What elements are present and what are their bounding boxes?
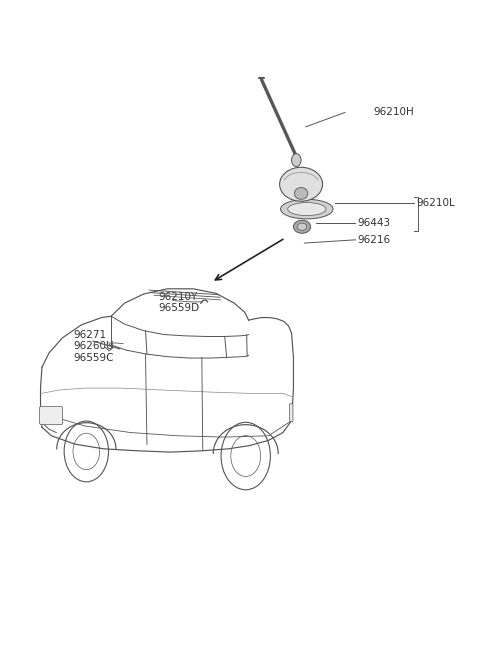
Text: 96559C: 96559C [73,353,113,363]
Ellipse shape [293,220,311,234]
Ellipse shape [294,188,308,199]
FancyBboxPatch shape [39,406,62,424]
FancyBboxPatch shape [289,404,293,421]
Text: 96260U: 96260U [73,341,113,352]
Text: 96271: 96271 [73,329,106,340]
Ellipse shape [297,223,307,230]
Ellipse shape [280,167,323,201]
Text: 96443: 96443 [358,218,391,228]
Text: 96559D: 96559D [158,304,199,314]
Circle shape [291,154,301,167]
Text: 96210H: 96210H [373,108,414,117]
Text: 96216: 96216 [358,235,391,245]
Text: 96210L: 96210L [417,197,456,207]
Ellipse shape [288,203,326,216]
Ellipse shape [281,199,333,219]
Text: 96210Y: 96210Y [158,292,197,302]
